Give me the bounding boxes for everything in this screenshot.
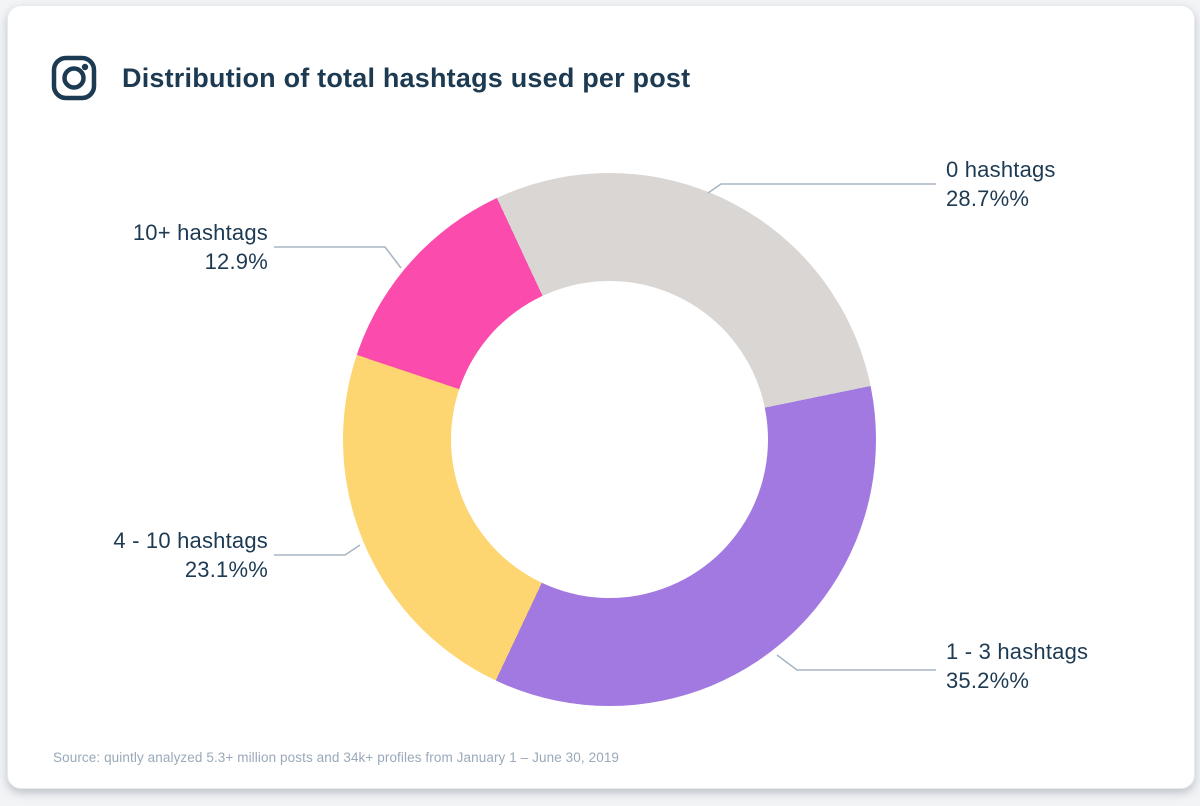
callout-1-3-hashtags: 1 - 3 hashtags 35.2%% xyxy=(946,637,1088,695)
page-title: Distribution of total hashtags used per … xyxy=(122,62,691,93)
callout-value: 23.1%% xyxy=(184,557,268,582)
leader-line-4-10-hashtags xyxy=(274,544,361,556)
callout-0-hashtags: 0 hashtags 28.7%% xyxy=(946,155,1056,213)
callout-4-10-hashtags: 4 - 10 hashtags 23.1%% xyxy=(48,526,268,584)
donut-chart xyxy=(343,173,876,706)
instagram-icon xyxy=(51,55,97,101)
source-note: Source: quintly analyzed 5.3+ million po… xyxy=(53,750,620,765)
callout-value: 28.7%% xyxy=(946,186,1030,211)
callout-10plus-hashtags: 10+ hashtags 12.9% xyxy=(48,218,268,276)
leader-line-10plus-hashtags xyxy=(274,246,402,269)
callout-label: 10+ hashtags xyxy=(132,220,268,245)
callout-label: 0 hashtags xyxy=(946,157,1056,182)
callout-value: 12.9% xyxy=(204,249,268,274)
callout-label: 4 - 10 hashtags xyxy=(113,528,268,553)
callout-value: 35.2%% xyxy=(946,668,1030,693)
callout-label: 1 - 3 hashtags xyxy=(946,639,1089,664)
chart-card: Distribution of total hashtags used per … xyxy=(7,5,1195,789)
leader-line-1-3-hashtags xyxy=(776,654,936,671)
donut-hole xyxy=(451,281,768,598)
leader-line-0-hashtags xyxy=(707,183,936,194)
chart-header: Distribution of total hashtags used per … xyxy=(50,54,690,102)
